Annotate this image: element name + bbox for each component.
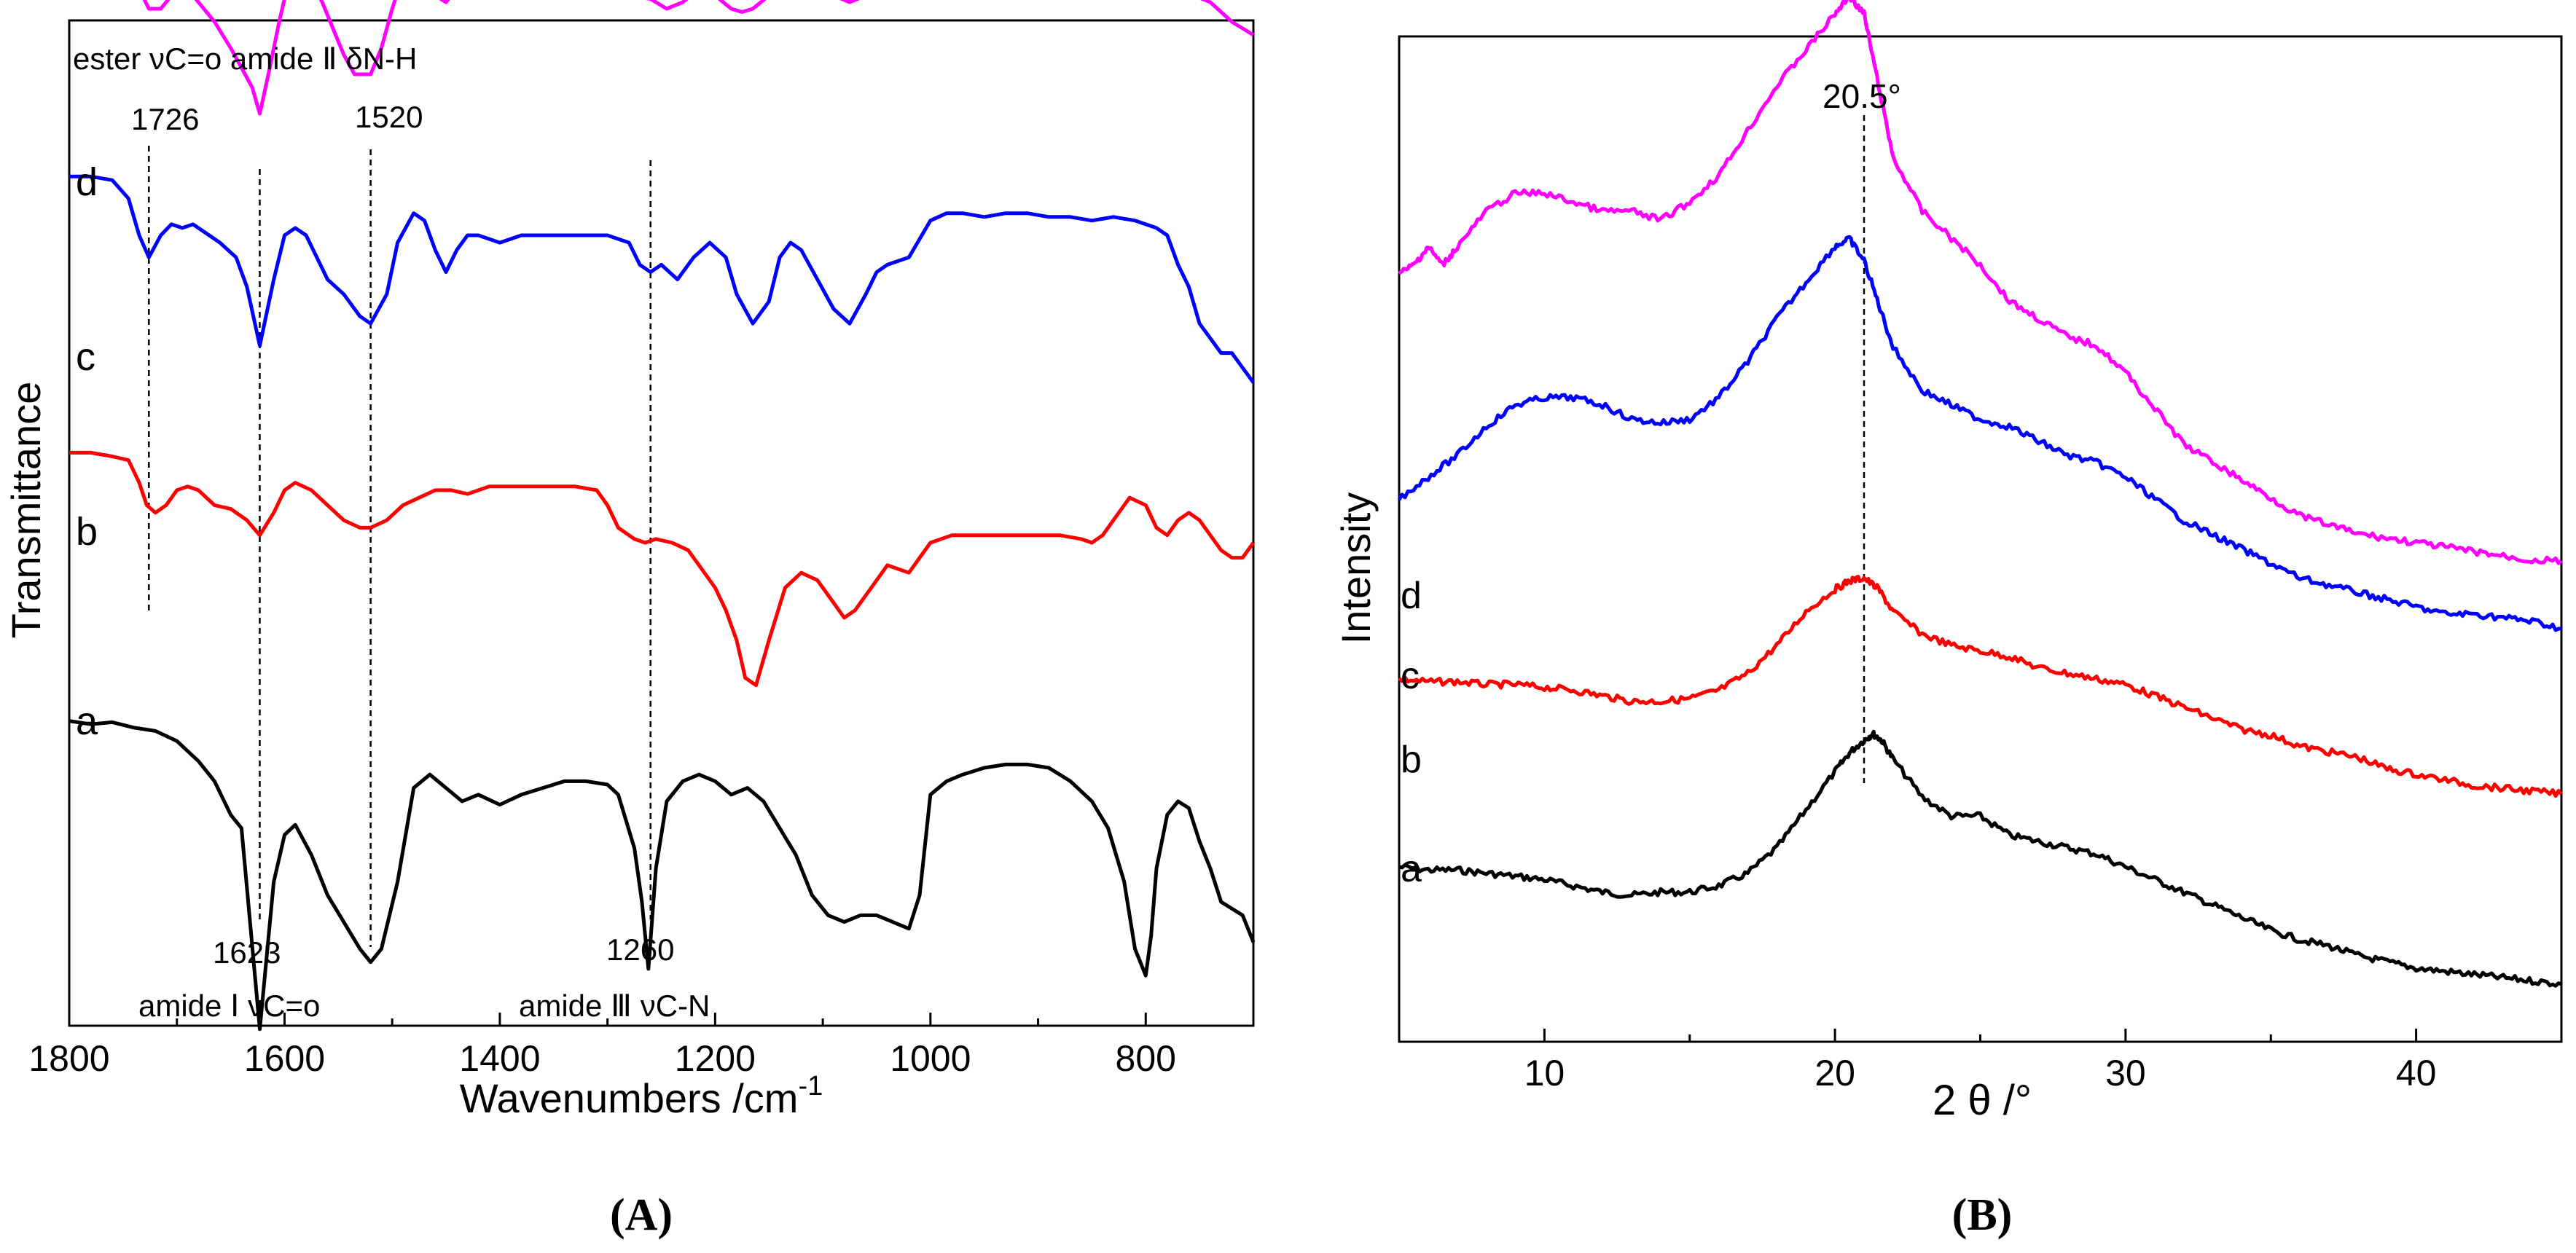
panel-b-series-c <box>1397 235 2562 632</box>
panel-a: 1800 1600 1400 1200 1000 800 d c b a ester νC… <box>3 0 1256 1121</box>
panel-b-label-a: a <box>1401 848 1422 890</box>
panel-a-ticks: 1800 1600 1400 1200 1000 800 <box>28 1013 1255 1079</box>
panel-a-caption: (A) <box>610 1190 673 1240</box>
annotation-1726: 1726 <box>131 102 199 136</box>
panel-a-tick-label-1200: 1200 <box>675 1038 756 1079</box>
panel-a-label-b: b <box>76 510 98 554</box>
panel-b-series-a <box>1398 729 2562 988</box>
panel-a-ylabel: Transmittance <box>3 382 49 639</box>
panel-b-peak-label: 20.5° <box>1823 77 1901 115</box>
panel-b-tick-label-10: 10 <box>1524 1053 1565 1093</box>
panel-a-tick-label-1800: 1800 <box>28 1038 109 1079</box>
panel-a-label-a: a <box>76 699 98 743</box>
panel-a-tick-label-1400: 1400 <box>459 1038 540 1079</box>
panel-b-ylabel: Intensity <box>1333 492 1379 645</box>
panel-b-tick-label-20: 20 <box>1814 1053 1855 1093</box>
panel-a-xlabel: Wavenumbers /cm-1 <box>460 1071 823 1121</box>
panel-a-series-b <box>69 450 1256 688</box>
panel-b-tick-label-30: 30 <box>2105 1053 2146 1093</box>
panel-b-label-c: c <box>1401 655 1420 697</box>
panel-a-frame <box>68 19 1255 1027</box>
panel-b-series <box>1397 0 2563 988</box>
panel-b-xlabel: 2 θ /° <box>1933 1077 2032 1124</box>
panel-a-series-d <box>142 0 1255 116</box>
panel-b-series-b <box>1398 575 2563 798</box>
panel-a-tick-label-1600: 1600 <box>244 1038 325 1079</box>
annotation-1260: 1260 <box>606 932 674 967</box>
panel-b-caption: (B) <box>1952 1190 2013 1240</box>
annotation-amide-i: amide Ⅰ νC=o <box>138 989 320 1023</box>
panel-a-series-c <box>69 174 1256 384</box>
panel-a-series <box>68 0 1256 1032</box>
annotation-amide-iii: amide Ⅲ νC-N <box>519 989 710 1023</box>
panel-a-series-a <box>68 719 1256 1032</box>
panel-b-series-d <box>1398 0 2563 565</box>
panel-b-tick-label-40: 40 <box>2396 1053 2437 1093</box>
panel-b: 10 20 30 40 20.5° d c b a 2 θ /° Intensity <box>1333 0 2563 1124</box>
panel-b-label-d: d <box>1401 575 1422 617</box>
annotation-1623: 1623 <box>213 935 281 970</box>
annotation-1520: 1520 <box>355 100 423 134</box>
panel-a-dashed-lines <box>148 146 651 947</box>
panel-a-label-c: c <box>76 335 95 379</box>
panel-b-label-b: b <box>1401 739 1422 781</box>
panel-b-ticks: 10 20 30 40 <box>1398 1029 2563 1093</box>
panel-a-label-d: d <box>76 160 98 204</box>
panel-a-tick-label-1000: 1000 <box>890 1038 971 1079</box>
annotation-ester-amide-ii: ester νC=o amide Ⅱ δN-H <box>73 42 417 76</box>
panel-a-tick-label-800: 800 <box>1116 1038 1176 1079</box>
